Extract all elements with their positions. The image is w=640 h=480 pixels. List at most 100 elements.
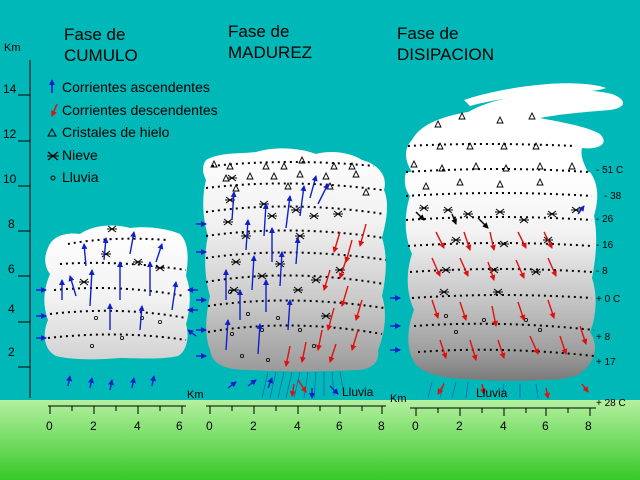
altitude-axis: Km 14 12 10 8 6 4 2: [3, 42, 31, 398]
snow-mark: [267, 212, 277, 220]
ice-crystal-mark: [352, 169, 360, 178]
phase-titles: Fase de CUMULO Fase de MADUREZ Fase de D…: [64, 22, 494, 65]
snow-mark: [495, 208, 505, 216]
down-arrow-icon: [51, 103, 58, 117]
downdraft-arrow: [463, 231, 472, 251]
updraft-arrow: [317, 183, 329, 205]
triangle-icon: [47, 127, 57, 137]
downdraft-arrow: [459, 301, 468, 321]
snow-mark: [499, 240, 509, 248]
distance-tick-label: 4: [500, 419, 507, 433]
temperature-label: - 16: [596, 240, 614, 251]
ice-crystal-mark: [322, 171, 330, 180]
updraft-arrow: [299, 185, 307, 217]
ice-crystal-mark: [568, 161, 576, 170]
downdraft-arrow: [431, 299, 440, 319]
temperature-label: + 0 C: [596, 294, 620, 305]
ice-crystal-mark: [284, 181, 292, 190]
phase-title-cumulo-line1: Fase de: [64, 25, 125, 44]
downdraft-arrow: [547, 299, 556, 319]
downdraft-arrow: [547, 257, 557, 277]
ice-crystal-mark: [434, 119, 442, 128]
rain-drop-mark: [311, 343, 316, 348]
phase-title-madurez-line2: MADUREZ: [228, 43, 312, 62]
circle-icon: [50, 175, 56, 181]
rain-drop-mark: [265, 357, 270, 362]
updraft-arrow: [187, 329, 197, 337]
temperature-label: + 28 C: [596, 398, 626, 409]
temperature-label: + 8: [596, 332, 611, 343]
downdraft-arrow: [579, 325, 588, 345]
rain-drop-mark: [94, 315, 99, 320]
ice-crystal-mark: [536, 177, 544, 186]
downdraft-arrow: [491, 305, 498, 327]
rain-drop-mark: [157, 319, 162, 324]
updraft-arrow: [278, 251, 285, 287]
ice-crystal-mark: [348, 161, 356, 170]
snow-mark: [79, 278, 89, 286]
updraft-arrow: [329, 385, 339, 395]
snow-mark: [275, 260, 285, 268]
snow-mark: [101, 250, 111, 258]
ice-crystal-mark: [456, 177, 464, 186]
altitude-tick-label: 14: [3, 82, 17, 96]
distance-tick-label: 0: [412, 419, 419, 433]
ice-crystal-mark: [232, 183, 240, 192]
downdraft-arrow: [489, 231, 496, 251]
updraft-arrow: [108, 379, 114, 391]
updraft-arrow: [247, 379, 257, 387]
temperature-scale: - 51 C - 38 - 26 - 16 - 8 + 0 C + 8 + 17…: [596, 165, 626, 409]
updraft-arrow: [171, 281, 179, 311]
downdraft-arrow: [529, 335, 539, 355]
downdraft-arrow: [581, 383, 589, 393]
updraft-arrow: [294, 237, 301, 265]
snow-mark: [419, 204, 429, 212]
ice-crystal-mark: [496, 179, 504, 188]
downdraft-arrow: [431, 257, 441, 277]
distance-tick-label: 2: [456, 419, 463, 433]
rain-drop-mark: [239, 353, 244, 358]
ice-crystal-mark: [270, 171, 278, 180]
snowflake-icon: [47, 151, 59, 161]
downdraft-arrow: [289, 383, 296, 397]
downdraft-arrow: [326, 307, 335, 331]
updraft-arrow: [81, 243, 88, 267]
rain-drop-mark: [453, 329, 458, 334]
altitude-tick-label: 6: [8, 262, 15, 276]
downdraft-arrow: [497, 339, 506, 359]
snow-mark: [227, 174, 237, 182]
phase-title-disipacion-line2: DISIPACION: [397, 45, 494, 64]
snow-mark: [519, 216, 529, 224]
downdraft-arrow: [543, 231, 553, 249]
updraft-arrow: [88, 377, 94, 389]
distance-axis-unit: Km: [390, 393, 407, 405]
snow-mark: [493, 288, 503, 296]
distance-tick-label: 2: [250, 419, 257, 433]
ice-crystal-mark: [422, 181, 430, 190]
ice-crystal-mark: [496, 115, 504, 124]
updraft-arrow: [224, 319, 231, 351]
ground: [0, 400, 640, 480]
downdraft-arrow: [459, 257, 469, 277]
snow-mark: [231, 258, 241, 266]
updraft-arrow: [267, 377, 273, 389]
downdraft-arrow: [340, 285, 349, 307]
snow-mark: [155, 264, 165, 272]
downdraft-arrow: [358, 223, 367, 247]
updraft-arrow: [155, 243, 164, 263]
updraft-arrow: [451, 213, 457, 225]
updraft-arrow: [102, 237, 109, 261]
distance-tick-label: 8: [585, 419, 592, 433]
temperature-label: - 26: [596, 214, 614, 225]
rain-label-mature: Lluvia: [342, 385, 374, 399]
distance-axis-disipacion: Km 0 2 4 6 8: [390, 393, 596, 433]
phase-title-cumulo-line2: CUMULO: [64, 46, 138, 65]
downdraft-arrow: [284, 345, 291, 367]
snow-mark: [223, 218, 233, 226]
distance-tick-label: 6: [336, 419, 343, 433]
ice-crystal-mark: [502, 163, 510, 172]
ice-crystal-mark: [326, 181, 334, 190]
rain-drop-mark: [443, 313, 448, 318]
